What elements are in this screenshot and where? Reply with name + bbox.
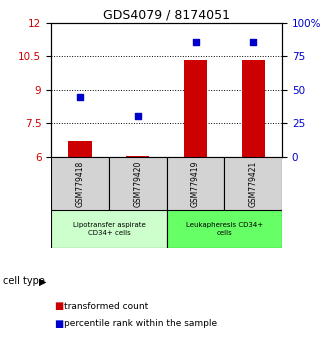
Point <box>193 39 198 45</box>
Bar <box>51 157 109 210</box>
Bar <box>242 60 265 157</box>
Text: percentile rank within the sample: percentile rank within the sample <box>64 319 217 329</box>
Point <box>251 39 256 45</box>
Bar <box>109 157 167 210</box>
Text: GSM779419: GSM779419 <box>191 160 200 207</box>
Bar <box>184 60 207 157</box>
Text: Lipotransfer aspirate
CD34+ cells: Lipotransfer aspirate CD34+ cells <box>73 222 145 236</box>
Text: GSM779420: GSM779420 <box>133 160 142 207</box>
Bar <box>224 157 282 210</box>
Text: ▶: ▶ <box>39 276 47 286</box>
Text: transformed count: transformed count <box>64 302 148 311</box>
Point <box>77 94 82 99</box>
Point <box>135 113 140 118</box>
Bar <box>51 210 167 248</box>
Bar <box>69 141 91 157</box>
Text: ■: ■ <box>54 301 64 311</box>
Bar <box>126 156 149 157</box>
Text: ■: ■ <box>54 319 64 329</box>
Text: cell type: cell type <box>3 276 45 286</box>
Text: GSM779421: GSM779421 <box>249 160 258 207</box>
Text: Leukapheresis CD34+
cells: Leukapheresis CD34+ cells <box>186 222 263 236</box>
Bar <box>167 210 282 248</box>
Text: GSM779418: GSM779418 <box>76 160 84 207</box>
Bar <box>167 157 224 210</box>
Title: GDS4079 / 8174051: GDS4079 / 8174051 <box>103 9 230 22</box>
